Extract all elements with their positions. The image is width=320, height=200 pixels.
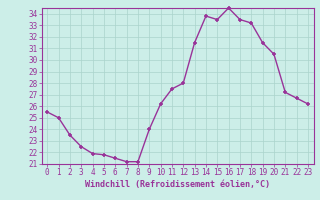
X-axis label: Windchill (Refroidissement éolien,°C): Windchill (Refroidissement éolien,°C) — [85, 180, 270, 189]
